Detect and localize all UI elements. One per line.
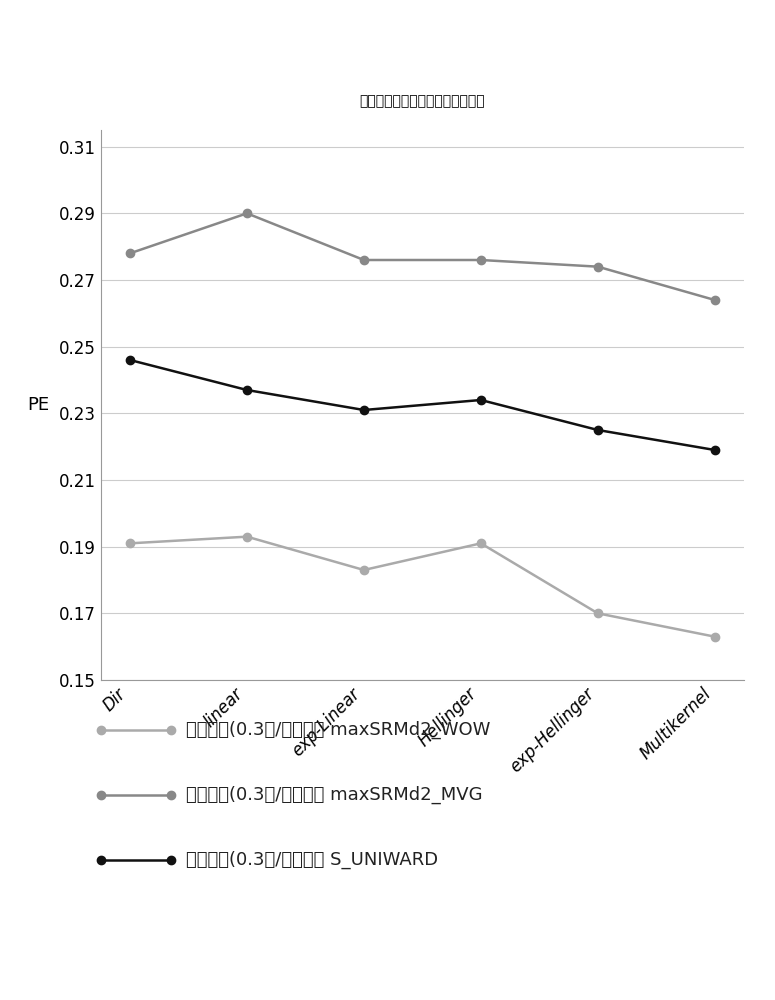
- 有效负荷(0.3位/每像素） S_UNIWARD: [243, 384, 252, 396]
- 有效负荷(0.3位/每像素） maxSRMd2_WOW: [126, 537, 135, 549]
- 有效负荷(0.3位/每像素） maxSRMd2_WOW: [710, 631, 719, 643]
- 有效负荷(0.3位/每像素） maxSRMd2_MVG: [476, 254, 485, 266]
- 有效负荷(0.3位/每像素） S_UNIWARD: [360, 404, 369, 416]
- Title: 不同核函数投影对检测性能的影响: 不同核函数投影对检测性能的影响: [360, 94, 485, 108]
- 有效负荷(0.3位/每像素） S_UNIWARD: [710, 444, 719, 456]
- 有效负荷(0.3位/每像素） S_UNIWARD: [126, 354, 135, 366]
- 有效负荷(0.3位/每像素） maxSRMd2_MVG: [126, 247, 135, 259]
- Line: 有效负荷(0.3位/每像素） maxSRMd2_WOW: 有效负荷(0.3位/每像素） maxSRMd2_WOW: [126, 532, 719, 641]
- 有效负荷(0.3位/每像素） maxSRMd2_WOW: [360, 564, 369, 576]
- 有效负荷(0.3位/每像素） maxSRMd2_MVG: [243, 207, 252, 219]
- Line: 有效负荷(0.3位/每像素） maxSRMd2_MVG: 有效负荷(0.3位/每像素） maxSRMd2_MVG: [126, 209, 719, 304]
- 有效负荷(0.3位/每像素） maxSRMd2_MVG: [593, 261, 602, 273]
- 有效负荷(0.3位/每像素） maxSRMd2_MVG: [360, 254, 369, 266]
- 有效负荷(0.3位/每像素） maxSRMd2_MVG: [710, 294, 719, 306]
- Text: 有效负荷(0.3位/每像素） maxSRMd2_WOW: 有效负荷(0.3位/每像素） maxSRMd2_WOW: [186, 721, 491, 739]
- Text: 有效负荷(0.3位/每像素） S_UNIWARD: 有效负荷(0.3位/每像素） S_UNIWARD: [186, 851, 438, 869]
- 有效负荷(0.3位/每像素） maxSRMd2_WOW: [593, 607, 602, 619]
- Text: 有效负荷(0.3位/每像素） maxSRMd2_MVG: 有效负荷(0.3位/每像素） maxSRMd2_MVG: [186, 786, 483, 804]
- 有效负荷(0.3位/每像素） S_UNIWARD: [476, 394, 485, 406]
- Line: 有效负荷(0.3位/每像素） S_UNIWARD: 有效负荷(0.3位/每像素） S_UNIWARD: [126, 356, 719, 454]
- 有效负荷(0.3位/每像素） maxSRMd2_WOW: [476, 537, 485, 549]
- 有效负荷(0.3位/每像素） S_UNIWARD: [593, 424, 602, 436]
- Y-axis label: PE: PE: [27, 396, 49, 414]
- 有效负荷(0.3位/每像素） maxSRMd2_WOW: [243, 531, 252, 543]
